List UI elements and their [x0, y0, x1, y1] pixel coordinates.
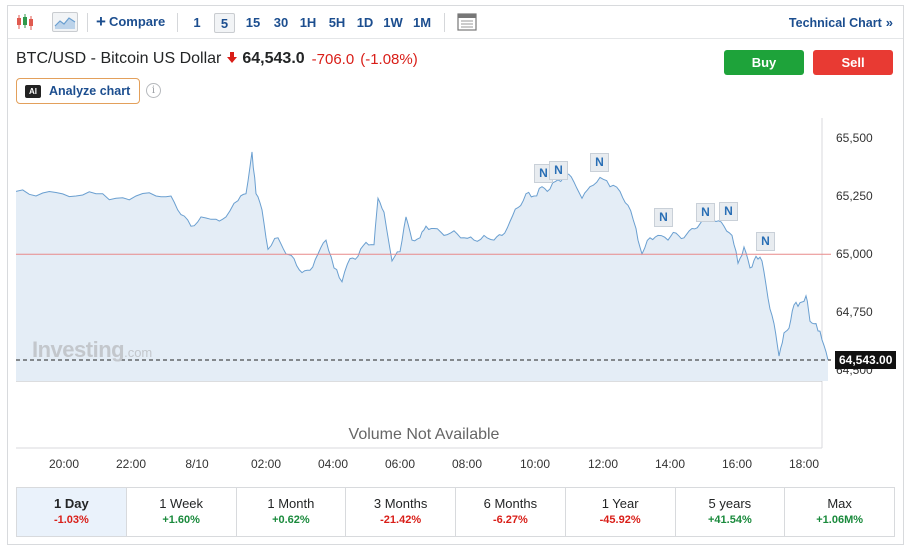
analyze-chart-button[interactable]: AI Analyze chart	[16, 78, 140, 104]
period-change: -21.42%	[380, 514, 422, 526]
watermark-brand: Investing	[32, 337, 125, 362]
ai-icon: AI	[25, 84, 41, 98]
instrument-header: BTC/USD - Bitcoin US Dollar 64,543.0 -70…	[16, 50, 418, 68]
toolbar-divider	[177, 13, 178, 32]
period-label: 1 Day	[54, 496, 89, 511]
period-change: +0.62%	[272, 514, 310, 526]
period-label: Max	[827, 496, 852, 511]
toolbar-divider	[444, 13, 445, 32]
x-tick-label: 06:00	[384, 457, 416, 471]
timeframe-15[interactable]: 15	[245, 15, 261, 30]
period-label: 1 Year	[601, 496, 639, 511]
period-label: 3 Months	[373, 496, 428, 511]
x-tick-label: 08:00	[451, 457, 483, 471]
y-tick-label: 65,500	[836, 131, 873, 145]
sell-button[interactable]: Sell	[813, 50, 893, 75]
technical-chart-label: Technical Chart	[788, 16, 882, 30]
y-tick-label: 65,250	[836, 189, 873, 203]
news-marker[interactable]: N	[756, 232, 775, 251]
news-marker[interactable]: N	[549, 161, 568, 180]
x-tick-label: 12:00	[587, 457, 619, 471]
compare-label: Compare	[108, 14, 166, 29]
timeframe-1d[interactable]: 1D	[356, 15, 374, 30]
price-change-percent: (-1.08%)	[360, 50, 418, 68]
price-line	[16, 151, 829, 361]
timeframe-30[interactable]: 30	[273, 15, 289, 30]
last-price-tag: 64,543.00	[835, 351, 897, 369]
timeframe-1m[interactable]: 1M	[412, 15, 432, 30]
period-1-year[interactable]: 1 Year -45.92%	[566, 488, 676, 536]
buy-button[interactable]: Buy	[724, 50, 804, 75]
x-tick-label: 02:00	[250, 457, 282, 471]
volume-not-available: Volume Not Available	[348, 426, 500, 443]
period-label: 1 Week	[159, 496, 204, 511]
period-label: 5 years	[708, 496, 752, 511]
chart-toolbar: + Compare 1 5 15 30 1H 5H 1D 1W 1M Techn…	[8, 6, 903, 39]
timeframe-1h[interactable]: 1H	[299, 15, 317, 30]
period-1-day[interactable]: 1 Day -1.03%	[17, 488, 127, 536]
period-change: +1.06M%	[816, 514, 864, 526]
last-price: 64,543.0	[242, 50, 305, 67]
period-label: 6 Months	[483, 496, 538, 511]
news-marker[interactable]: N	[719, 202, 738, 221]
timeframe-5h[interactable]: 5H	[328, 15, 346, 30]
price-chart[interactable]: Investing.com 65,500 65,250 65,000 64,75…	[16, 118, 897, 480]
calendar-icon[interactable]	[456, 12, 478, 32]
x-tick-label: 8/10	[185, 457, 209, 471]
period-1-month[interactable]: 1 Month +0.62%	[237, 488, 347, 536]
x-tick-label: 18:00	[788, 457, 820, 471]
info-icon[interactable]: i	[146, 83, 161, 98]
period-1-week[interactable]: 1 Week +1.60%	[127, 488, 237, 536]
plus-icon: +	[96, 11, 106, 31]
investing-watermark: Investing.com	[32, 337, 152, 363]
period-change: +41.54%	[708, 514, 752, 526]
timeframe-1w[interactable]: 1W	[383, 15, 403, 30]
compare-button[interactable]: + Compare	[96, 11, 166, 31]
watermark-domain: .com	[124, 345, 153, 360]
period-6-months[interactable]: 6 Months -6.27%	[456, 488, 566, 536]
period-label: 1 Month	[267, 496, 315, 511]
news-marker[interactable]: N	[696, 203, 715, 222]
price-change: -706.0	[311, 50, 355, 68]
news-marker[interactable]: N	[654, 208, 673, 227]
chart-widget: + Compare 1 5 15 30 1H 5H 1D 1W 1M Techn…	[7, 5, 904, 545]
x-tick-label: 22:00	[115, 457, 147, 471]
double-chevron-right-icon: »	[885, 15, 893, 30]
area-chart-icon[interactable]	[52, 12, 78, 32]
timeframe-1[interactable]: 1	[193, 15, 201, 30]
toolbar-divider	[87, 13, 88, 32]
x-tick-label: 16:00	[721, 457, 753, 471]
technical-chart-link[interactable]: Technical Chart»	[789, 15, 893, 30]
period-change: +1.60%	[162, 514, 200, 526]
price-area	[16, 151, 828, 381]
period-performance-bar: 1 Day -1.03% 1 Week +1.60% 1 Month +0.62% 3 Mo…	[16, 487, 895, 537]
period-5-years[interactable]: 5 years +41.54%	[676, 488, 786, 536]
news-marker[interactable]: N	[590, 153, 609, 172]
period-change: -6.27%	[492, 514, 528, 526]
down-arrow-icon	[227, 51, 238, 67]
analyze-chart-label: Analyze chart	[49, 84, 131, 98]
x-tick-label: 14:00	[654, 457, 686, 471]
x-tick-label: 10:00	[519, 457, 551, 471]
pair-name: BTC/USD - Bitcoin US Dollar	[16, 50, 222, 67]
x-tick-label: 20:00	[48, 457, 80, 471]
period-change: -1.03%	[53, 514, 89, 526]
period-max[interactable]: Max +1.06M%	[785, 488, 894, 536]
y-tick-label: 64,750	[836, 305, 873, 319]
x-tick-label: 04:00	[317, 457, 349, 471]
period-3-months[interactable]: 3 Months -21.42%	[346, 488, 456, 536]
candlestick-icon[interactable]	[14, 12, 38, 32]
price-chart-svg	[16, 118, 831, 449]
period-change: -45.92%	[599, 514, 641, 526]
y-tick-label: 65,000	[836, 247, 873, 261]
timeframe-5[interactable]: 5	[214, 13, 235, 33]
